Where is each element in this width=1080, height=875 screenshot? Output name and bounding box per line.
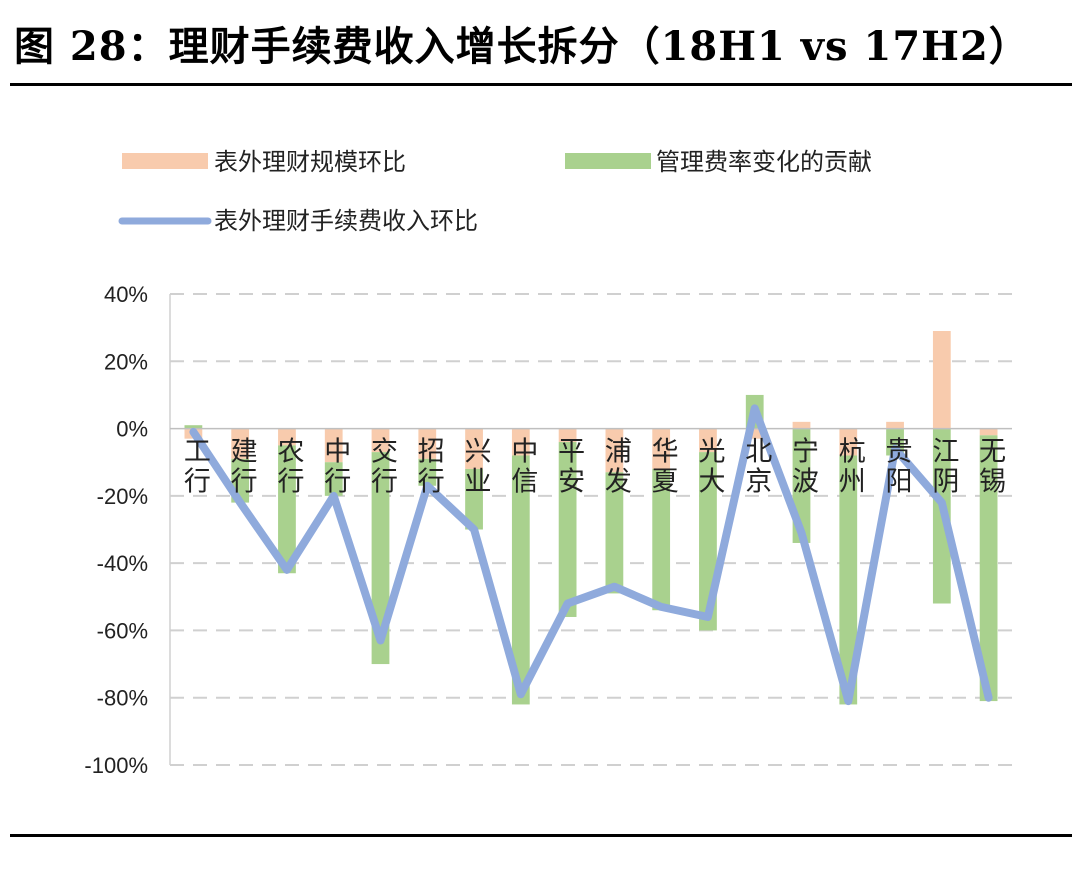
x-tick-label: 中信 bbox=[511, 437, 538, 498]
bar-scale bbox=[278, 428, 296, 446]
bar-fee bbox=[979, 435, 998, 702]
x-tick-label: 宁波 bbox=[792, 437, 819, 498]
bar-fee bbox=[558, 442, 577, 617]
bar-scale bbox=[418, 428, 437, 459]
bar-scale bbox=[605, 428, 624, 473]
bar-fee bbox=[839, 455, 858, 705]
legend-label-line: 表外理财手续费收入环比 bbox=[214, 207, 478, 235]
x-tick-label: 华夏 bbox=[652, 437, 679, 498]
y-tick-label: -100% bbox=[84, 753, 148, 778]
x-tick-label: 兴业 bbox=[465, 437, 492, 498]
bar-scale bbox=[558, 428, 577, 443]
bar-scale bbox=[745, 428, 764, 439]
bars bbox=[184, 331, 998, 705]
bar-scale bbox=[511, 428, 530, 456]
legend-swatch-scale bbox=[122, 153, 208, 169]
bar-fee bbox=[605, 472, 624, 594]
legend: 表外理财规模环比 管理费率变化的贡献 表外理财手续费收入环比 bbox=[118, 148, 872, 235]
bar-fee bbox=[465, 468, 483, 530]
title-rule bbox=[10, 83, 1072, 86]
bar-scale bbox=[371, 428, 390, 453]
x-tick-label: 中行 bbox=[324, 437, 351, 498]
bar-fee bbox=[418, 458, 437, 486]
line-series bbox=[189, 404, 993, 706]
y-tick-label: 20% bbox=[104, 349, 148, 374]
x-tick-label: 杭州 bbox=[839, 437, 866, 498]
bar-scale bbox=[699, 428, 717, 453]
y-tick-label: 0% bbox=[116, 417, 148, 442]
y-axis: -100% -80% -60% -40% -20% 0% 20% 40% bbox=[84, 282, 148, 778]
bottom-rule bbox=[10, 834, 1072, 837]
y-tick-label: -80% bbox=[97, 686, 148, 711]
bar-scale bbox=[932, 331, 951, 429]
x-tick-label: 浦发 bbox=[605, 437, 632, 498]
bar-fee bbox=[652, 468, 671, 611]
x-tick-label: 贵阳 bbox=[886, 437, 913, 498]
y-tick-label: -60% bbox=[97, 618, 148, 643]
bar-fee bbox=[511, 455, 530, 705]
bar-scale bbox=[886, 421, 904, 429]
bar-scale bbox=[792, 421, 811, 429]
x-tick-label: 工行 bbox=[184, 437, 211, 498]
legend-label-fee: 管理费率变化的贡献 bbox=[656, 148, 872, 176]
x-tick-label: 建行 bbox=[231, 437, 258, 498]
y-tick-label: 40% bbox=[104, 282, 148, 307]
x-tick-label: 北京 bbox=[745, 437, 772, 498]
x-tick-label: 平安 bbox=[558, 437, 585, 498]
bar-fee bbox=[184, 425, 203, 429]
line-series-path bbox=[189, 404, 993, 706]
x-tick-label: 光大 bbox=[698, 437, 725, 498]
x-tick-label: 无锡 bbox=[979, 437, 1006, 498]
y-tick-label: -40% bbox=[97, 551, 148, 576]
bar-fee bbox=[371, 452, 390, 665]
bar-scale bbox=[324, 428, 343, 463]
gridlines bbox=[170, 293, 1012, 766]
x-tick-label: 江阴 bbox=[932, 437, 959, 498]
bar-fee bbox=[278, 445, 296, 574]
bar-scale bbox=[652, 428, 671, 469]
legend-swatch-fee bbox=[565, 153, 651, 169]
bar-fee bbox=[324, 462, 343, 496]
bar-scale bbox=[231, 428, 250, 459]
y-tick-label: -20% bbox=[97, 484, 148, 509]
bar-scale bbox=[979, 428, 998, 436]
bar-scale bbox=[465, 428, 483, 469]
bar-scale bbox=[839, 428, 858, 456]
figure-title: 图 28：理财手续费收入增长拆分（18H1 vs 17H2） bbox=[14, 23, 1030, 70]
x-tick-label: 招行 bbox=[418, 437, 445, 498]
legend-label-scale: 表外理财规模环比 bbox=[214, 148, 406, 176]
x-tick-label: 农行 bbox=[277, 437, 304, 498]
x-tick-label: 交行 bbox=[371, 437, 398, 498]
